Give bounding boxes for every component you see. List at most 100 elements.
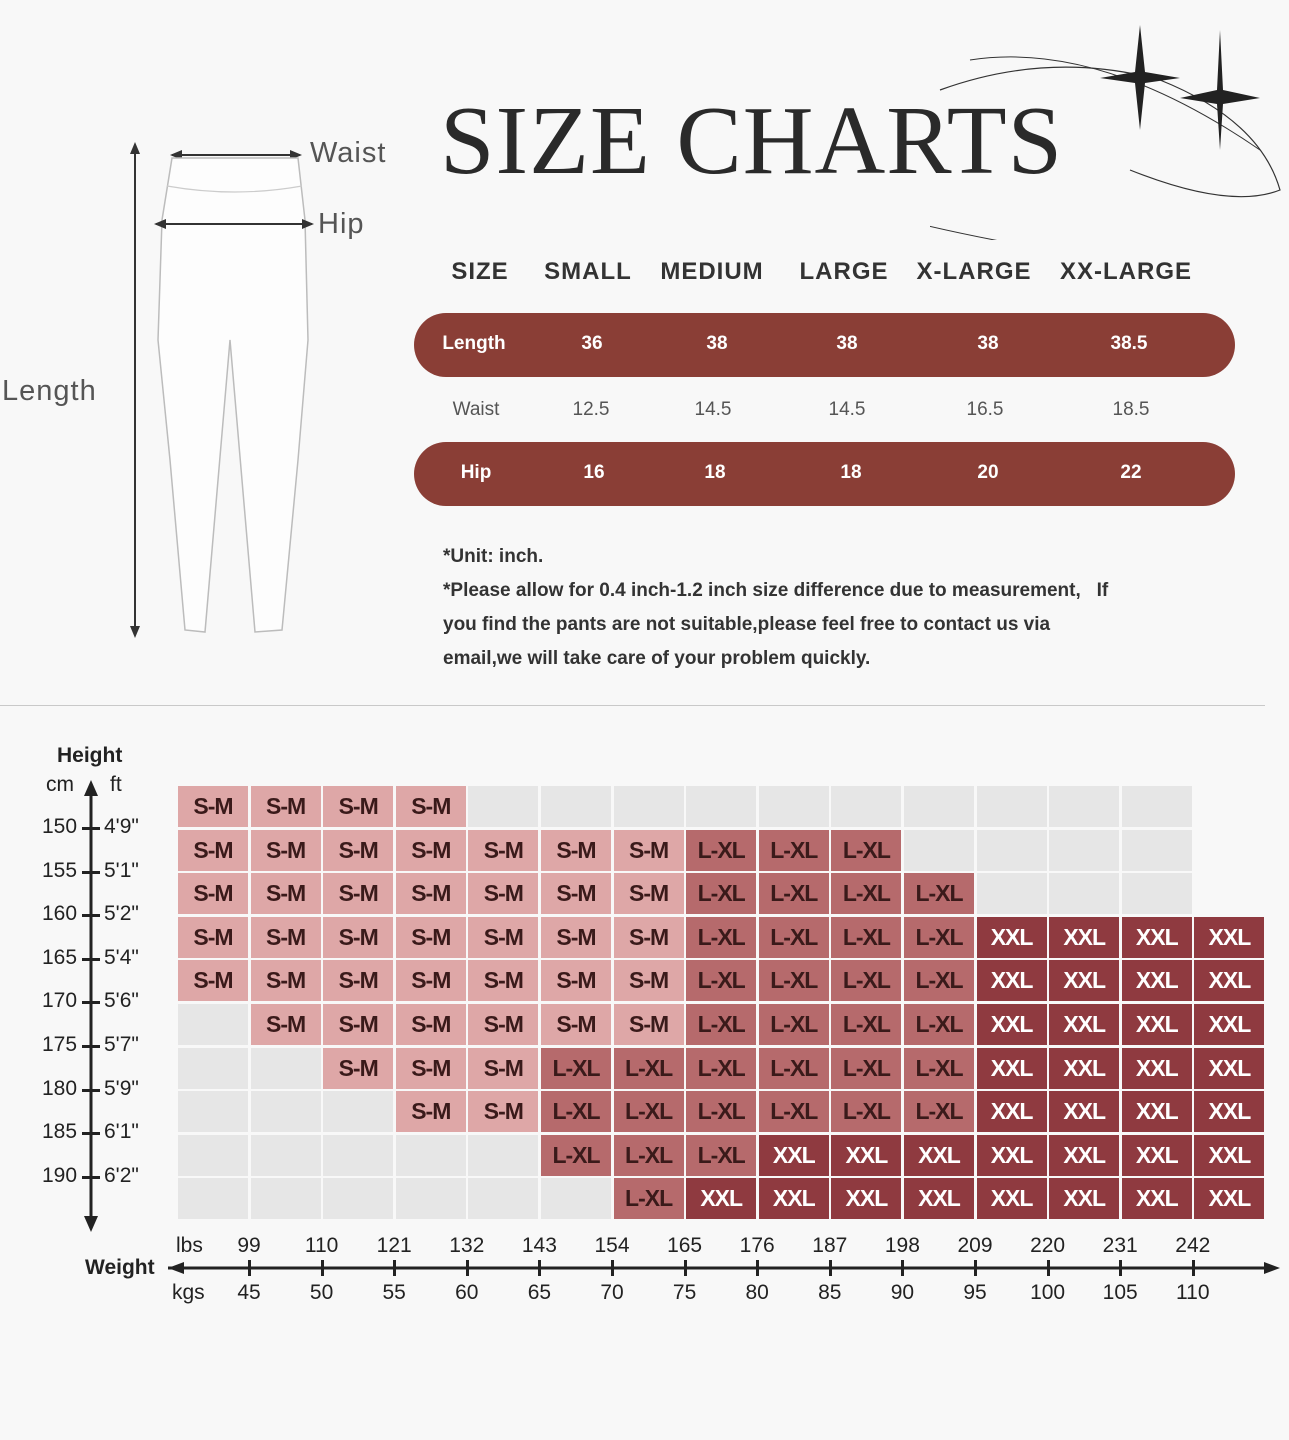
table-cell: 38: [977, 333, 999, 354]
table-cell: 18: [704, 462, 726, 483]
table-cell: 14.5: [694, 399, 732, 420]
empty-cell: [178, 1047, 248, 1089]
lbs-tick-label: 220: [1030, 1234, 1066, 1257]
row-label: Length: [442, 333, 506, 354]
lbs-tick-label: 99: [237, 1234, 261, 1257]
lbs-tick-label: 154: [594, 1234, 630, 1257]
weight-axis-label: Weight: [85, 1256, 155, 1279]
table-row-hip: Hip 16 18 18 20 22: [414, 442, 1235, 506]
table-header-large: LARGE: [799, 258, 889, 285]
size-cell: S-M: [613, 873, 684, 915]
size-cell: S-M: [323, 1047, 394, 1089]
size-cell: L-XL: [541, 1047, 611, 1089]
empty-cell: [976, 786, 1047, 827]
section-divider: [0, 705, 1265, 706]
height-tick-mark: [82, 827, 100, 830]
size-cell: L-XL: [686, 1134, 757, 1176]
weight-tick-mark: [393, 1260, 397, 1276]
size-cell: L-XL: [904, 916, 974, 958]
cm-label: cm: [46, 773, 74, 796]
size-cell: L-XL: [613, 1047, 684, 1089]
size-cell: L-XL: [904, 1091, 974, 1133]
size-cell: XXL: [1121, 960, 1192, 1002]
weight-tick-mark: [248, 1260, 251, 1276]
empty-cell: [831, 786, 902, 827]
size-cell: XXL: [1049, 960, 1120, 1002]
size-cell: L-XL: [831, 916, 902, 958]
empty-cell: [976, 829, 1047, 871]
size-cell: L-XL: [904, 960, 974, 1002]
cm-tick-label: 155: [42, 858, 78, 882]
size-cell: S-M: [323, 873, 394, 915]
page-title: SIZE CHARTS: [440, 87, 1064, 195]
height-tick-mark: [82, 957, 100, 961]
weight-tick-mark: [465, 1260, 469, 1276]
empty-cell: [323, 1091, 394, 1133]
size-cell: S-M: [468, 1004, 539, 1045]
empty-cell: [1049, 829, 1120, 871]
size-cell: S-M: [395, 916, 466, 958]
size-cell: L-XL: [758, 916, 829, 958]
empty-cell: [178, 1134, 248, 1176]
size-cell: S-M: [468, 829, 539, 871]
height-tick-mark: [82, 1132, 100, 1136]
size-cell: XXL: [904, 1178, 974, 1220]
note-line-1: *Please allow for 0.4 inch-1.2 inch size…: [443, 580, 1109, 601]
size-cell: S-M: [323, 916, 394, 958]
lbs-tick-label: 132: [449, 1234, 485, 1257]
empty-cell: [250, 1178, 321, 1220]
lbs-tick-label: 176: [739, 1234, 775, 1257]
lbs-tick-label: 198: [884, 1234, 920, 1257]
weight-tick-mark: [538, 1260, 542, 1276]
ft-tick-label: 5'1": [104, 858, 139, 882]
size-cell: XXL: [976, 960, 1047, 1002]
ft-label: ft: [110, 773, 122, 796]
empty-cell: [904, 829, 974, 871]
weight-tick-mark: [901, 1260, 905, 1276]
size-cell: S-M: [323, 960, 394, 1002]
size-cell: S-M: [468, 960, 539, 1002]
empty-cell: [323, 1134, 394, 1176]
ft-tick-label: 5'9": [104, 1076, 139, 1100]
size-cell: S-M: [395, 1047, 466, 1089]
kgs-tick-label: 45: [237, 1281, 261, 1304]
size-cell: XXL: [758, 1134, 829, 1176]
size-cell: XXL: [1049, 1134, 1120, 1176]
cm-tick-label: 190: [42, 1163, 78, 1187]
height-tick-mark: [82, 870, 100, 874]
table-header-small: SMALL: [544, 258, 632, 285]
height-tick-mark: [82, 914, 100, 918]
weight-tick-mark: [611, 1260, 614, 1276]
weight-tick-mark: [756, 1260, 760, 1276]
empty-cell: [541, 1178, 611, 1220]
row-label: Waist: [452, 399, 500, 420]
size-cell: S-M: [323, 786, 394, 827]
size-cell: L-XL: [831, 829, 902, 871]
height-tick-mark: [82, 1045, 100, 1048]
table-header-xxlarge: XX-LARGE: [1059, 258, 1192, 285]
size-cell: S-M: [250, 960, 321, 1002]
size-cell: L-XL: [904, 873, 974, 915]
size-cell: XXL: [1194, 1178, 1265, 1220]
table-cell: 38: [836, 333, 858, 354]
lbs-tick-label: 187: [812, 1234, 848, 1257]
axes-lines: [84, 780, 1280, 1274]
lbs-tick-label: 242: [1175, 1234, 1211, 1257]
cm-tick-label: 170: [42, 989, 78, 1013]
ft-tick-label: 5'2": [104, 902, 139, 926]
size-cell: S-M: [178, 829, 248, 871]
size-cell: L-XL: [686, 1047, 757, 1089]
size-cell: L-XL: [686, 873, 757, 915]
size-cell: S-M: [395, 786, 466, 827]
note-line-2: you find the pants are not suitable,plea…: [443, 614, 1051, 635]
kgs-tick-label: 50: [309, 1281, 334, 1304]
empty-cell: [178, 1091, 248, 1133]
size-cell: XXL: [1121, 1178, 1192, 1220]
size-cell: L-XL: [613, 1091, 684, 1133]
size-cell: L-XL: [831, 960, 902, 1002]
size-cell: S-M: [178, 960, 248, 1002]
empty-cell: [1121, 786, 1192, 827]
size-cell: XXL: [976, 1134, 1047, 1176]
empty-cell: [1121, 829, 1192, 871]
size-cell: XXL: [904, 1134, 974, 1176]
